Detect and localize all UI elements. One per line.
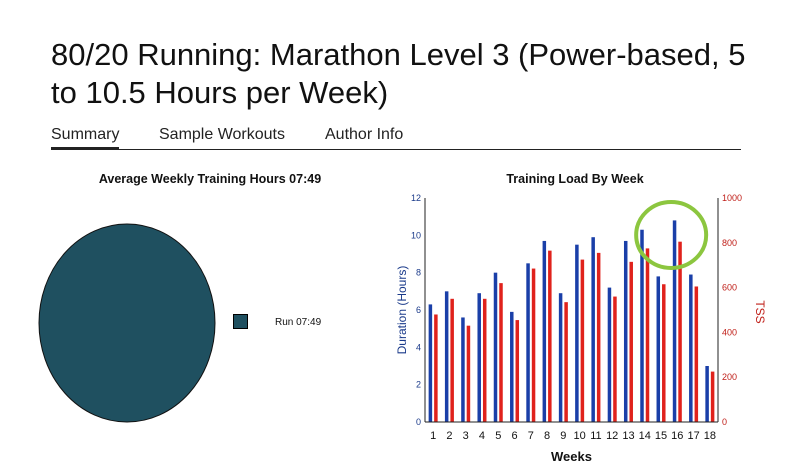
bar-tss-week-12 xyxy=(613,296,617,422)
y-right-tick-label: 1000 xyxy=(722,193,742,203)
x-tick-label: 15 xyxy=(655,430,667,442)
y-right-axis-title: TSS xyxy=(753,300,767,323)
bar-chart-annotation xyxy=(634,200,709,270)
bar-tss-week-5 xyxy=(499,283,503,422)
x-tick-label: 12 xyxy=(606,430,618,442)
bar-duration-week-15 xyxy=(656,276,661,422)
bar-duration-week-9 xyxy=(558,293,563,422)
y-left-tick-label: 2 xyxy=(416,380,421,390)
x-tick-label: 3 xyxy=(463,430,469,442)
x-tick-label: 16 xyxy=(671,430,683,442)
tab-summary[interactable]: Summary xyxy=(51,126,120,143)
x-tick-label: 18 xyxy=(704,430,716,442)
active-tab-indicator xyxy=(51,147,119,149)
bar-duration-week-11 xyxy=(591,237,595,422)
bar-tss-week-10 xyxy=(580,259,585,422)
bar-duration-week-3 xyxy=(461,317,465,422)
x-tick-label: 7 xyxy=(528,430,534,442)
y-right-tick-label: 600 xyxy=(722,283,737,293)
x-tick-label: 1 xyxy=(430,430,436,442)
bar-tss-week-11 xyxy=(596,252,601,422)
bar-duration-week-12 xyxy=(607,287,612,422)
bar-chart-title: Training Load By Week xyxy=(506,172,644,186)
x-tick-label: 8 xyxy=(544,430,550,442)
bar-tss-week-13 xyxy=(629,261,633,422)
bar-duration-week-18 xyxy=(705,366,709,422)
x-tick-label: 6 xyxy=(511,430,517,442)
page-title: 80/20 Running: Marathon Level 3 (Power-b… xyxy=(51,37,746,110)
bar-duration-week-13 xyxy=(623,240,628,422)
bar-duration-week-2 xyxy=(444,291,449,422)
bar-tss-week-1 xyxy=(434,314,438,422)
bar-tss-week-15 xyxy=(662,284,666,422)
bar-tss-week-9 xyxy=(564,302,568,422)
x-tick-label: 14 xyxy=(639,430,651,442)
bar-duration-week-6 xyxy=(510,311,514,422)
bar-chart-bars xyxy=(428,220,715,422)
tab-sample-workouts[interactable]: Sample Workouts xyxy=(159,126,285,143)
bar-duration-week-14 xyxy=(640,229,644,422)
bar-tss-week-4 xyxy=(482,298,487,422)
legend-swatch-run xyxy=(233,314,248,329)
bar-duration-week-7 xyxy=(526,263,530,422)
x-tick-label: 2 xyxy=(446,430,452,442)
highlight-circle xyxy=(634,200,709,270)
bar-duration-week-4 xyxy=(477,293,481,422)
legend-label-run: Run 07:49 xyxy=(275,317,322,328)
y-right-tick-label: 800 xyxy=(722,238,737,248)
x-axis-title: Weeks xyxy=(551,449,592,464)
x-tick-label: 4 xyxy=(479,430,485,442)
y-left-tick-label: 12 xyxy=(411,193,421,203)
bar-tss-week-18 xyxy=(710,371,715,422)
bar-tss-week-17 xyxy=(694,286,699,422)
bar-tss-week-2 xyxy=(450,298,454,422)
x-tick-label: 13 xyxy=(622,430,634,442)
y-left-tick-label: 4 xyxy=(416,342,421,352)
bar-tss-week-16 xyxy=(678,241,682,422)
y-left-tick-label: 8 xyxy=(416,268,421,278)
bar-tss-week-8 xyxy=(548,250,552,422)
y-left-axis-title: Duration (Hours) xyxy=(395,266,409,355)
bar-duration-week-1 xyxy=(428,304,433,422)
x-tick-label: 10 xyxy=(574,430,586,442)
tab-author-info[interactable]: Author Info xyxy=(325,126,404,143)
bar-duration-week-10 xyxy=(575,244,579,422)
bar-duration-week-5 xyxy=(493,272,498,422)
bar-tss-week-14 xyxy=(645,248,650,422)
tab-bar: Summary Sample Workouts Author Info xyxy=(51,124,741,150)
y-right-tick-label: 200 xyxy=(722,372,737,382)
bar-tss-week-6 xyxy=(515,320,520,422)
bar-duration-week-17 xyxy=(689,274,693,422)
y-left-tick-label: 0 xyxy=(416,417,421,427)
x-tick-label: 17 xyxy=(687,430,699,442)
y-left-tick-label: 6 xyxy=(416,305,421,315)
y-right-tick-label: 400 xyxy=(722,327,737,337)
bar-duration-week-8 xyxy=(542,240,547,422)
bar-chart-axes: 1 2 3 4 5 6 7 8 9 10 11 12 13 14 15 16 17 180246810120200… xyxy=(395,193,767,464)
bar-tss-week-3 xyxy=(466,325,471,422)
x-tick-label: 5 xyxy=(495,430,501,442)
bar-duration-week-16 xyxy=(672,220,677,422)
y-right-tick-label: 0 xyxy=(722,417,727,427)
bar-tss-week-7 xyxy=(531,268,536,422)
x-tick-label: 9 xyxy=(560,430,566,442)
y-left-tick-label: 10 xyxy=(411,230,421,240)
pie-chart-title: Average Weekly Training Hours 07:49 xyxy=(98,172,322,186)
x-tick-label: 11 xyxy=(590,430,601,442)
